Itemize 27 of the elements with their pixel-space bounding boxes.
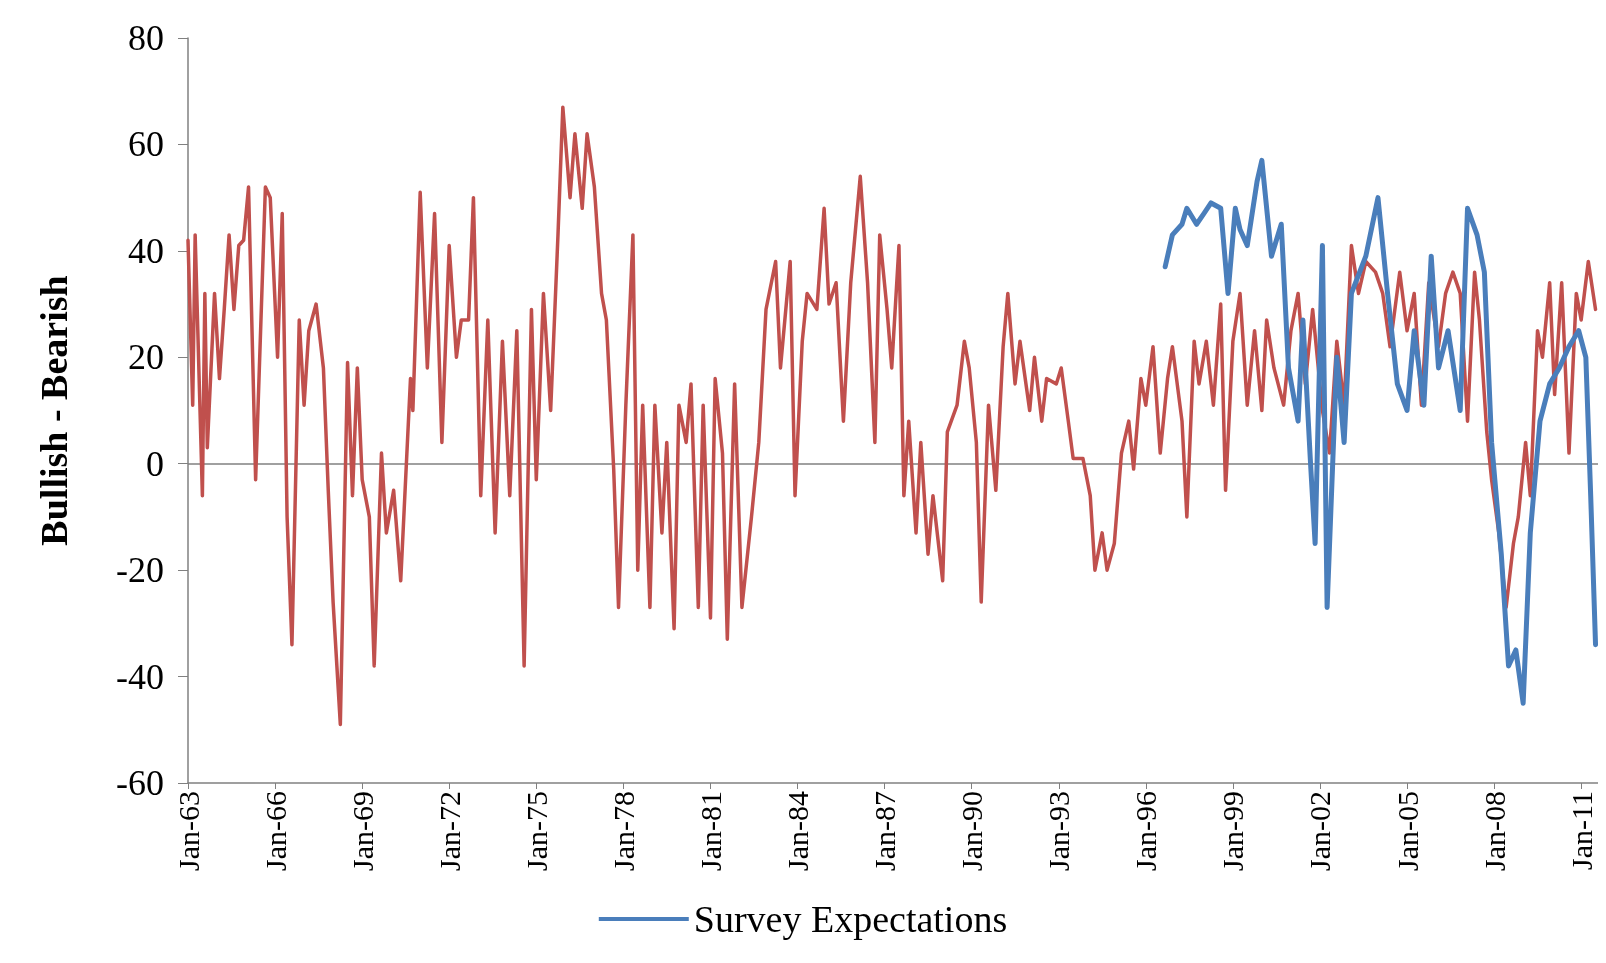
y-tick-label: 80: [128, 18, 164, 58]
x-tick-label: Jan-69: [345, 791, 379, 871]
y-tick-label: -20: [116, 550, 164, 591]
x-tick-label: Jan-02: [1303, 791, 1337, 871]
x-tick-label: Jan-78: [606, 791, 640, 871]
x-tick-label: Jan-75: [519, 791, 553, 871]
y-axis-title: Bullish - Bearish: [33, 275, 75, 546]
y-tick-label: 40: [128, 230, 164, 271]
x-tick-label: Jan-11: [1564, 791, 1598, 870]
x-tick-label: Jan-84: [780, 791, 814, 871]
y-tick-label: -60: [116, 763, 164, 803]
y-tick-label: 0: [146, 443, 164, 484]
x-tick-label: Jan-05: [1390, 791, 1424, 871]
x-tick-label: Jan-72: [432, 791, 466, 871]
legend-label: Survey Expectations: [693, 898, 1008, 940]
x-tick-label: Jan-87: [868, 791, 902, 871]
x-tick-label: Jan-96: [1129, 791, 1163, 871]
y-tick-label: 60: [128, 124, 164, 165]
x-tick-label: Jan-93: [1042, 791, 1076, 871]
y-tick-label: 20: [128, 337, 164, 378]
x-tick-label: Jan-66: [258, 791, 292, 871]
x-tick-label: Jan-90: [955, 791, 989, 871]
x-tick-label: Jan-99: [1216, 791, 1250, 871]
y-tick-label: -40: [116, 656, 164, 697]
x-tick-label: Jan-81: [693, 791, 727, 871]
x-tick-label: Jan-63: [171, 791, 205, 871]
x-tick-label: Jan-08: [1477, 791, 1511, 871]
